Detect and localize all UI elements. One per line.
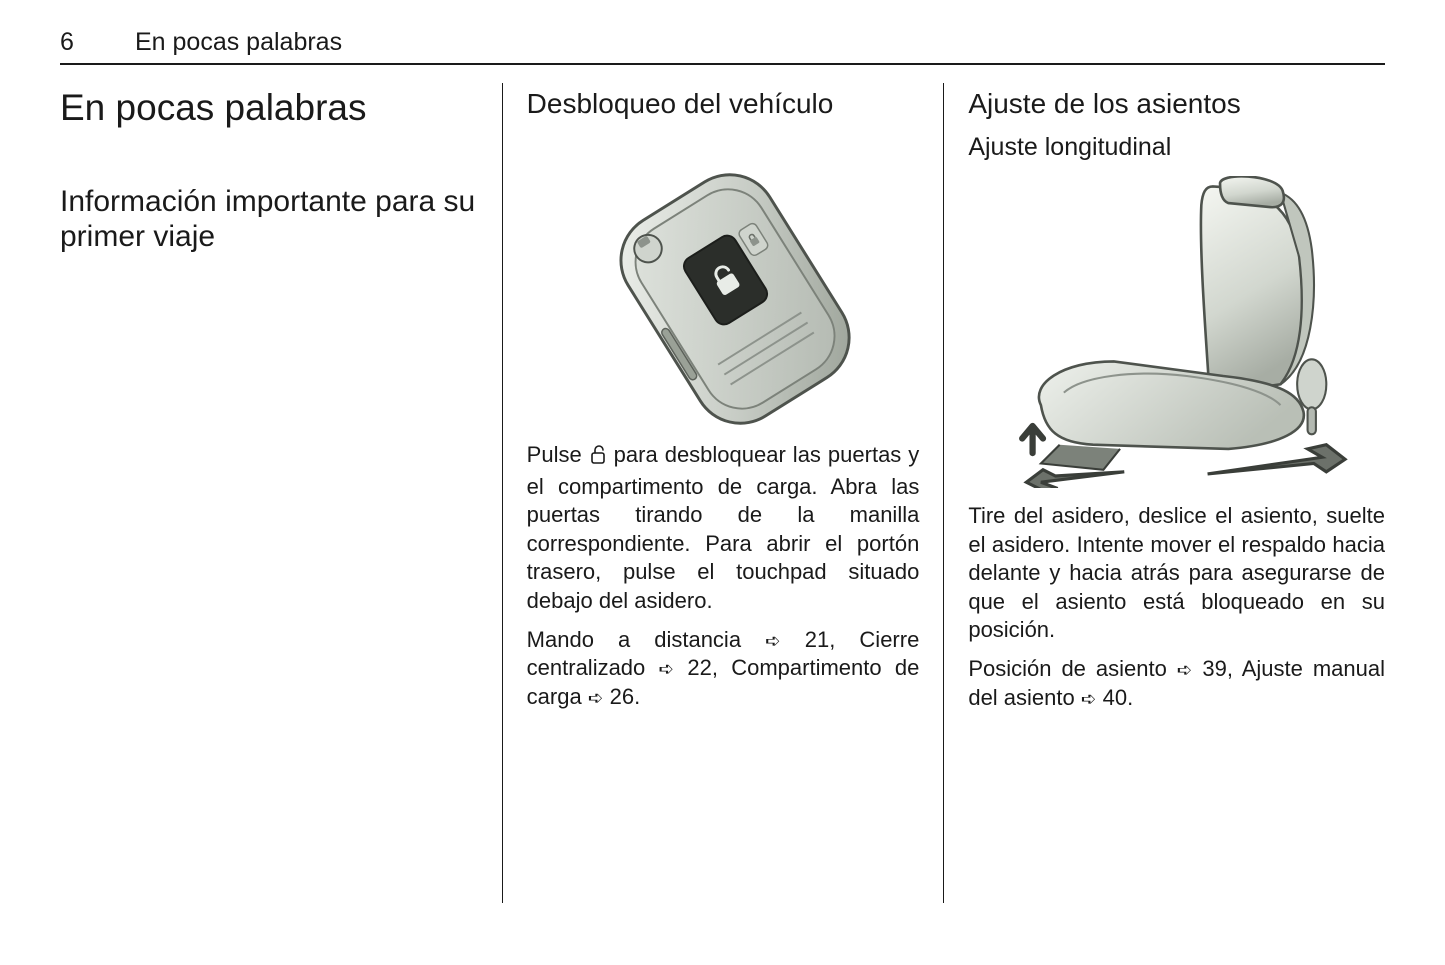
- seat-adjust-figure: [968, 176, 1385, 488]
- crossref-arrow-icon: ➪: [1177, 658, 1193, 682]
- unlock-icon: [589, 443, 607, 473]
- crossref-arrow-icon: ➪: [588, 686, 604, 710]
- key-fob-figure: [527, 133, 920, 428]
- col3-paragraph-2: Posición de asiento ➪ 39, Ajuste manual …: [968, 655, 1385, 712]
- col3-subheading: Ajuste longitudinal: [968, 133, 1385, 162]
- text-fragment: 40.: [1097, 685, 1134, 710]
- col3-heading: Ajuste de los asientos: [968, 87, 1385, 121]
- page-number: 6: [60, 28, 80, 57]
- text-fragment: para desbloquear las puertas y el compar…: [527, 442, 920, 613]
- col2-paragraph-2: Mando a distancia ➪ 21, Cierre centraliz…: [527, 626, 920, 712]
- key-fob-icon: [527, 133, 920, 428]
- text-fragment: Posición de asiento: [968, 656, 1176, 681]
- col2-paragraph-1: Pulse para desbloquear las puertas y el …: [527, 441, 920, 616]
- manual-page: 6 En pocas palabras En pocas palabras In…: [0, 0, 1445, 965]
- crossref-arrow-icon: ➪: [765, 629, 781, 653]
- column-1: En pocas palabras Información importante…: [60, 83, 502, 903]
- text-fragment: Pulse: [527, 442, 589, 467]
- seat-adjust-icon: [968, 176, 1385, 488]
- text-fragment: 26.: [603, 684, 640, 709]
- text-fragment: Mando a distancia: [527, 627, 765, 652]
- section-title: Información importante para su primer vi…: [60, 184, 478, 255]
- running-title: En pocas palabras: [135, 28, 342, 57]
- column-3: Ajuste de los asientos Ajuste longitudin…: [943, 83, 1385, 903]
- three-column-layout: En pocas palabras Información importante…: [60, 83, 1385, 903]
- running-header: 6 En pocas palabras: [60, 28, 1385, 65]
- chapter-title: En pocas palabras: [60, 87, 478, 130]
- col3-paragraph-1: Tire del asidero, deslice el asiento, su…: [968, 502, 1385, 645]
- crossref-arrow-icon: ➪: [1081, 687, 1097, 711]
- column-2: Desbloqueo del vehículo: [502, 83, 944, 903]
- col2-heading: Desbloqueo del vehículo: [527, 87, 920, 121]
- crossref-arrow-icon: ➪: [659, 657, 675, 681]
